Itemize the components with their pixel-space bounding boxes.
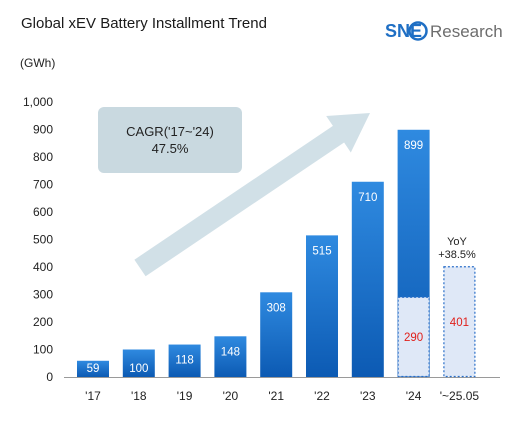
ytd-bar [443,266,476,378]
cagr-callout: CAGR('17~'24) 47.5% [98,107,242,173]
y-tick-label: 1,000 [23,95,53,109]
bar [168,344,201,377]
bar-value-label: 308 [267,302,286,314]
y-tick-label: 500 [33,233,53,247]
bar [260,292,293,377]
bar [306,235,338,377]
x-tick-label: '17 [85,389,101,403]
x-tick-label: '21 [268,389,284,403]
ytd-bar-series: 290 401 [397,266,476,378]
x-axis-ticks: '17 '18 '19 '20 '21 '22 '23 '24 '~25.05 [85,389,479,403]
cagr-callout-box [98,107,242,173]
x-tick-label: '20 [223,389,239,403]
y-tick-label: 800 [33,150,53,164]
x-tick-label: '22 [314,389,330,403]
bar-value-label: 710 [358,192,377,204]
cagr-label: CAGR('17~'24) [126,124,214,139]
bar [77,360,109,377]
ytd-bar [397,296,430,378]
bar-value-label: 148 [221,346,240,358]
y-tick-label: 300 [33,288,53,302]
ytd-value-label: 401 [450,317,469,329]
x-tick-label: '~25.05 [440,389,480,403]
x-tick-label: '18 [131,389,147,403]
bar [214,336,247,377]
y-tick-label: 100 [33,343,53,357]
cagr-value: 47.5% [152,141,189,156]
y-tick-label: 400 [33,260,53,274]
bar-value-label: 59 [87,363,100,375]
logo-e-ring [408,21,428,41]
y-tick-label: 600 [33,205,53,219]
trend-arrow [134,113,370,277]
x-tick-label: '19 [177,389,193,403]
bar-value-label: 899 [404,140,423,152]
ytd-value-label: 290 [404,332,423,344]
x-tick-label: '24 [406,389,422,403]
yoy-value: +38.5% [438,249,476,261]
sne-research-logo: SNE Research [385,21,503,41]
y-tick-label: 700 [33,178,53,192]
bar [351,181,384,377]
yoy-label: YoY [447,236,467,248]
x-tick-label: '23 [360,389,376,403]
y-tick-label: 200 [33,315,53,329]
y-tick-label: 900 [33,123,53,137]
logo-sne-text: SNE [385,21,422,41]
bar [122,349,155,377]
y-tick-label: 0 [46,370,53,384]
logo-research-text: Research [430,22,503,41]
trend-arrow-shape [134,113,370,277]
chart-title: Global xEV Battery Installment Trend [21,15,267,32]
y-axis-unit: (GWh) [20,56,55,70]
y-axis-ticks: 0 100 200 300 400 500 600 700 800 900 1,000 [23,95,53,384]
bar-value-label: 100 [129,363,148,375]
bar-value-label: 118 [175,355,193,367]
bar-value-label: 515 [312,245,331,257]
